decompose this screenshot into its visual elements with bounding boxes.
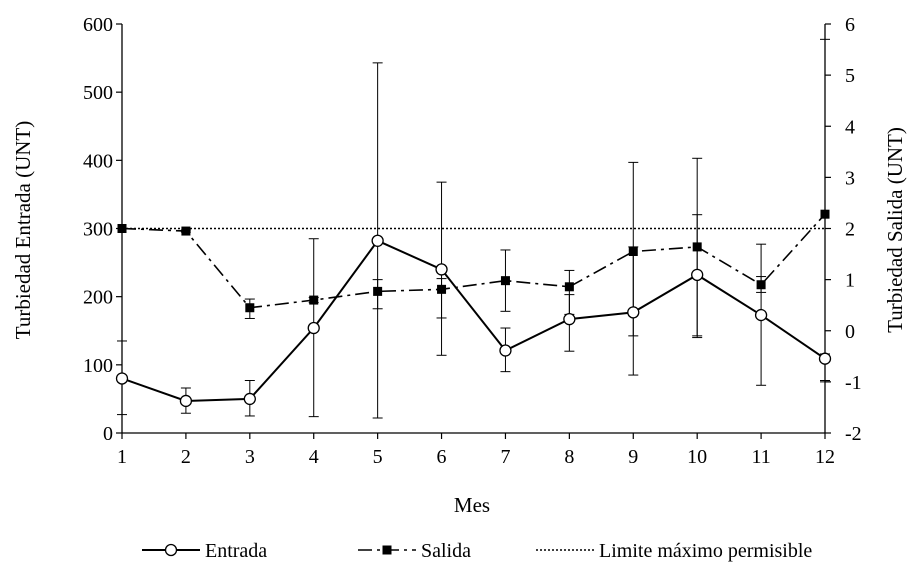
x-tick-label: 6 xyxy=(437,446,447,468)
data-point-salida xyxy=(309,295,319,305)
data-point-salida xyxy=(245,303,255,313)
series-markers xyxy=(115,209,832,408)
data-point-salida xyxy=(628,247,638,257)
y-axis-label-left: Turbiedad Entrada (UNT) xyxy=(11,121,35,340)
legend: Entrada Salida Limite máximo permisible xyxy=(142,540,812,562)
data-point-entrada xyxy=(243,392,256,406)
data-point-entrada xyxy=(115,372,129,385)
legend-marker-entrada xyxy=(164,543,178,557)
y-right-tick-label: -1 xyxy=(845,372,862,394)
x-tick-label: 9 xyxy=(628,446,638,468)
data-point-entrada xyxy=(307,321,320,335)
data-point-entrada xyxy=(179,394,193,408)
series-lines xyxy=(121,213,826,402)
x-tick-label: 1 xyxy=(117,446,127,468)
data-point-entrada xyxy=(818,352,832,365)
data-point-salida xyxy=(500,276,510,286)
error-bars xyxy=(117,38,830,419)
data-point-entrada xyxy=(435,263,448,276)
x-tick-label: 12 xyxy=(815,446,835,468)
y-right-tick-label: 3 xyxy=(845,167,855,189)
data-point-salida xyxy=(820,209,830,219)
y-right-tick-label: 5 xyxy=(845,65,855,87)
legend-marker-salida xyxy=(382,545,392,555)
y-right-tick-label: 2 xyxy=(845,219,855,241)
x-tick-label: 7 xyxy=(500,446,510,468)
data-point-salida xyxy=(373,286,383,296)
series-line-2 xyxy=(121,213,826,309)
x-tick-label: 10 xyxy=(687,446,707,468)
data-point-salida xyxy=(437,284,447,294)
data-point-entrada xyxy=(499,344,512,357)
data-point-entrada xyxy=(691,268,704,282)
x-tick-label: 2 xyxy=(181,446,191,468)
data-point-salida xyxy=(564,282,574,292)
y-right-tick-label: 4 xyxy=(845,116,855,138)
legend-label: Limite máximo permisible xyxy=(599,540,812,562)
data-point-salida xyxy=(117,224,127,233)
x-tick-label: 11 xyxy=(751,446,770,468)
legend-label: Entrada xyxy=(205,540,267,562)
y-axis-label-right: Turbiedad Salida (UNT) xyxy=(883,127,907,333)
y-left-tick-label: 0 xyxy=(103,423,113,445)
legend-label: Salida xyxy=(421,540,471,562)
data-point-salida xyxy=(756,280,766,290)
data-point-entrada xyxy=(627,306,640,319)
y-right-tick-label: 6 xyxy=(845,14,855,36)
data-point-salida xyxy=(692,242,702,252)
data-point-entrada xyxy=(563,313,576,326)
y-left-tick-label: 100 xyxy=(83,355,113,377)
y-right-tick-label: -2 xyxy=(845,423,862,445)
x-tick-label: 4 xyxy=(309,446,319,468)
y-left-tick-label: 400 xyxy=(83,150,113,172)
y-right-tick-label: 1 xyxy=(845,270,855,292)
x-tick-label: 3 xyxy=(245,446,255,468)
data-point-entrada xyxy=(371,234,384,247)
y-right-tick-label: 0 xyxy=(845,321,855,343)
y-left-tick-label: 300 xyxy=(83,219,113,241)
data-point-entrada xyxy=(754,308,768,322)
x-tick-label: 5 xyxy=(373,446,383,468)
data-point-salida xyxy=(181,226,191,236)
y-left-tick-label: 500 xyxy=(83,82,113,104)
series-line-1 xyxy=(121,239,826,402)
x-axis-label: Mes xyxy=(454,493,490,517)
x-tick-label: 8 xyxy=(564,446,574,468)
y-left-tick-label: 200 xyxy=(83,287,113,309)
y-left-tick-label: 600 xyxy=(83,14,113,36)
